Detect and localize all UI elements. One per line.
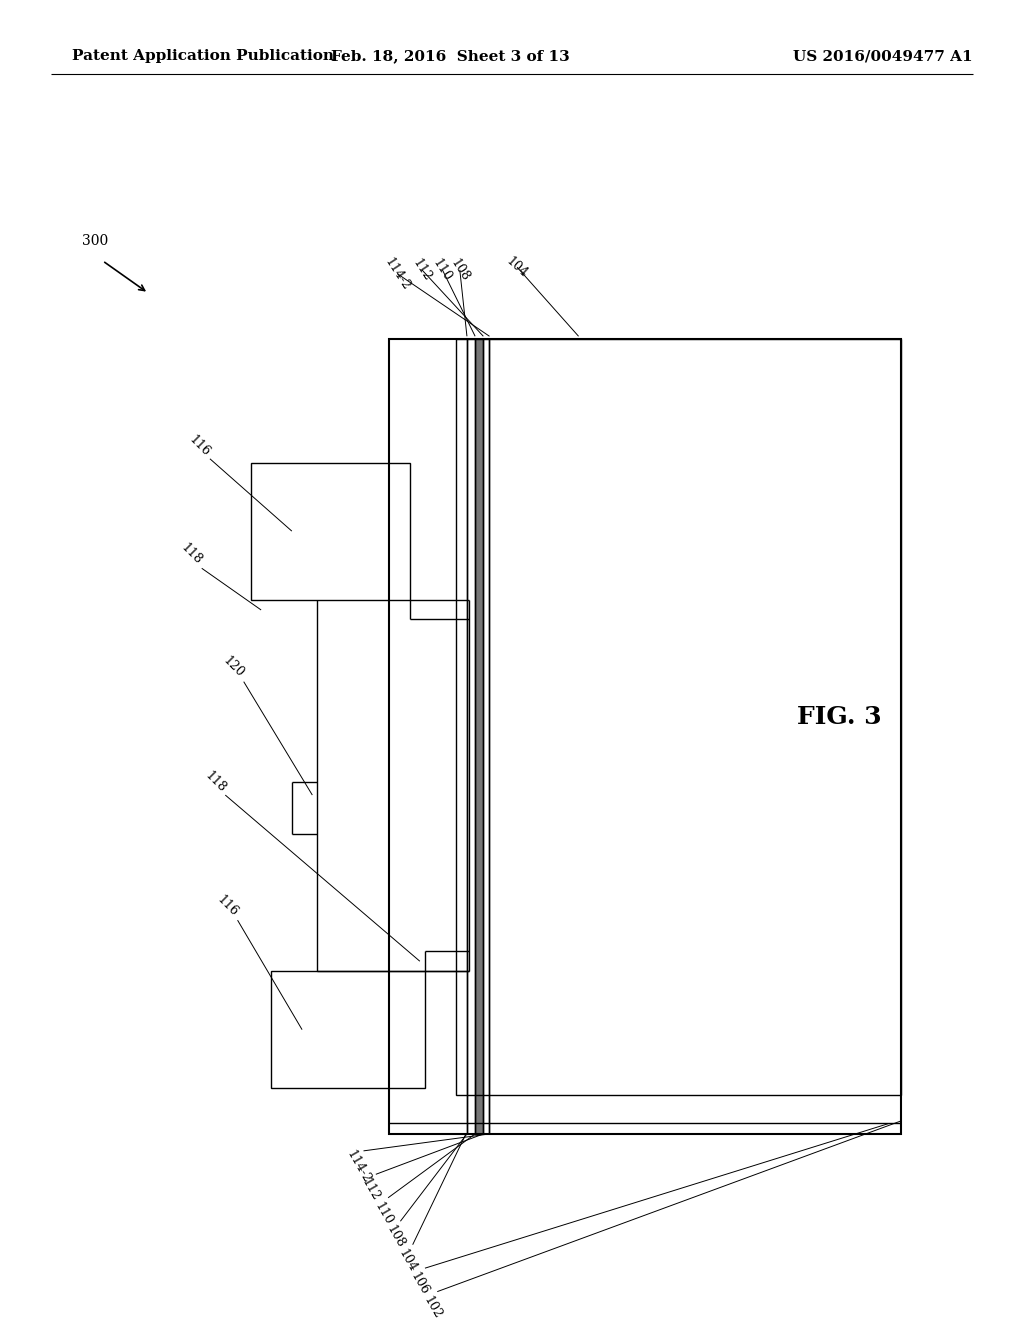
Text: 108: 108 <box>384 1224 407 1250</box>
Bar <box>251 463 410 599</box>
Text: 114-2: 114-2 <box>344 1147 373 1185</box>
Text: 110: 110 <box>372 1200 394 1228</box>
Text: 118: 118 <box>202 770 228 795</box>
Text: 104: 104 <box>504 255 530 280</box>
Text: 112: 112 <box>410 256 434 284</box>
Text: 102: 102 <box>421 1294 443 1320</box>
Bar <box>271 972 425 1088</box>
Text: 112: 112 <box>359 1176 382 1204</box>
Text: 118: 118 <box>178 541 205 568</box>
Bar <box>475 339 483 1134</box>
Text: 114-2: 114-2 <box>382 255 413 292</box>
Text: 106: 106 <box>409 1270 431 1298</box>
Bar <box>389 339 901 1134</box>
Text: 116: 116 <box>214 892 241 919</box>
Text: Patent Application Publication: Patent Application Publication <box>72 49 334 63</box>
Bar <box>456 339 901 1094</box>
Text: FIG. 3: FIG. 3 <box>798 705 882 729</box>
Text: 110: 110 <box>430 256 455 284</box>
Text: 104: 104 <box>396 1246 419 1274</box>
Text: 120: 120 <box>220 655 247 680</box>
Text: Feb. 18, 2016  Sheet 3 of 13: Feb. 18, 2016 Sheet 3 of 13 <box>331 49 570 63</box>
Text: 116: 116 <box>186 433 213 459</box>
Text: 108: 108 <box>447 256 472 284</box>
Text: US 2016/0049477 A1: US 2016/0049477 A1 <box>794 49 973 63</box>
Text: 300: 300 <box>82 234 109 248</box>
